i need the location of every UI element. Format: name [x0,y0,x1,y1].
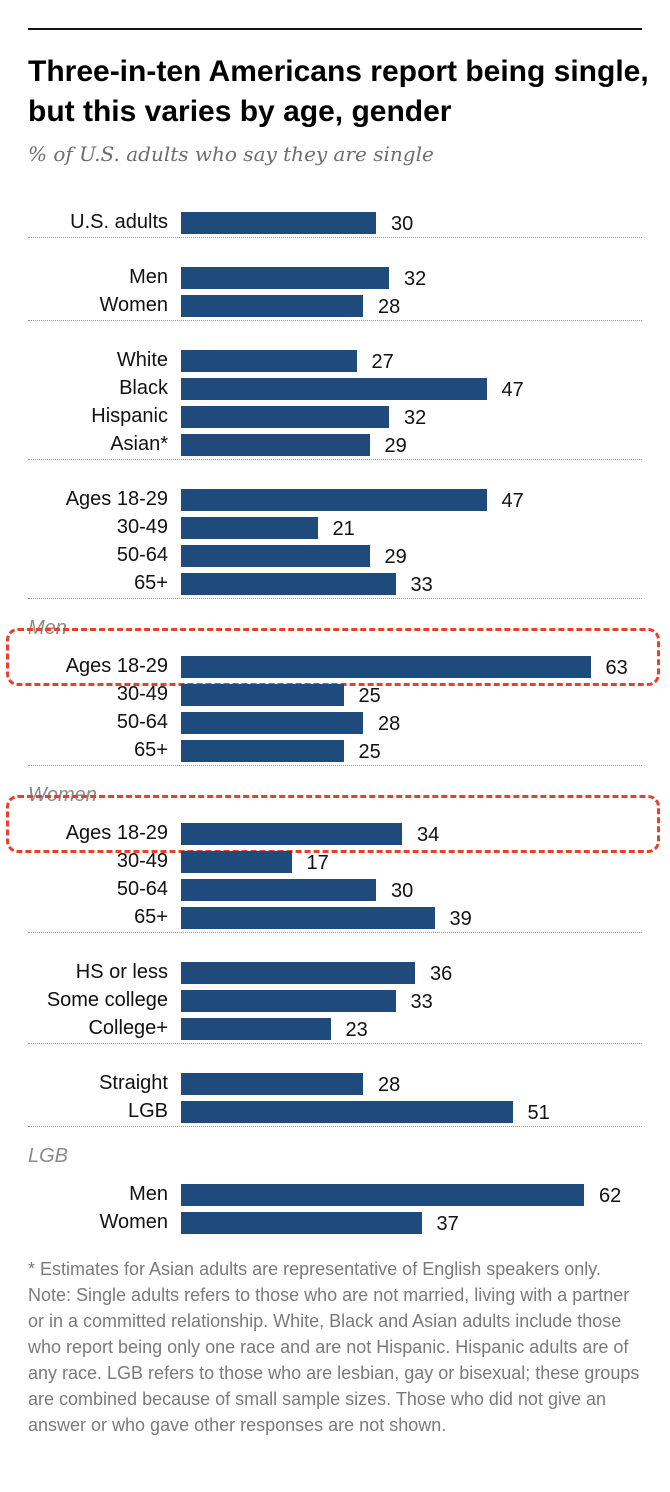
data-label: 29 [384,546,407,568]
bar [181,823,402,845]
category-label: HS or less [75,961,168,983]
data-label: 39 [449,908,472,930]
category-label: 50-64 [116,711,168,733]
group-divider [28,1043,642,1044]
data-label: 28 [378,296,401,318]
data-label: 63 [605,657,628,679]
note: Note: Single adults refers to those who … [28,1285,640,1435]
bar [181,378,487,400]
category-label: Women [99,294,168,316]
data-label: 47 [501,379,524,401]
category-label: Ages 18-29 [65,822,168,844]
category-label: Women [99,1211,168,1233]
data-label: 36 [430,963,453,985]
category-label: 30-49 [116,683,168,705]
category-label: Men [129,1183,168,1205]
group-divider [28,459,642,460]
category-label: Some college [46,989,168,1011]
bar [181,573,396,595]
group-divider [28,598,642,599]
category-label: Ages 18-29 [65,655,168,677]
bar [181,990,396,1012]
data-label: 32 [404,268,427,290]
bar [181,1101,513,1123]
bar [181,434,370,456]
bar [181,684,344,706]
data-label: 23 [345,1019,368,1041]
category-label: 65+ [134,739,168,761]
category-label: 50-64 [116,544,168,566]
category-label: 30-49 [116,850,168,872]
bar [181,545,370,567]
bar [181,267,389,289]
category-label: Ages 18-29 [65,488,168,510]
category-label: 50-64 [116,878,168,900]
bar [181,1073,363,1095]
data-label: 27 [371,351,394,373]
data-label: 29 [384,435,407,457]
data-label: 25 [358,741,381,763]
group-header: LGB [28,1145,69,1167]
bar [181,517,318,539]
data-label: 17 [306,852,329,874]
bar [181,295,363,317]
data-label: 34 [417,824,440,846]
data-label: 62 [599,1185,622,1207]
category-label: Men [129,266,168,288]
data-label: 32 [404,407,427,429]
chart-subtitle: % of U.S. adults who say they are single [28,142,434,166]
data-label: 25 [358,685,381,707]
bar [181,212,376,234]
data-label: 33 [410,991,433,1013]
bar [181,406,389,428]
top-rule [28,28,642,30]
data-label: 47 [501,490,524,512]
bar [181,740,344,762]
data-label: 28 [378,713,401,735]
data-label: 37 [436,1213,459,1235]
footnote: * Estimates for Asian adults are represe… [28,1259,601,1279]
bar [181,1184,584,1206]
chart-title: Three-in-ten Americans report being sing… [28,55,649,128]
category-label: U.S. adults [70,211,168,233]
data-label: 21 [332,518,355,540]
bar [181,1018,331,1040]
category-label: 30-49 [116,516,168,538]
category-label: White [116,349,168,371]
data-label: 30 [391,213,414,235]
category-label: College+ [88,1017,168,1039]
category-label: Hispanic [91,405,168,427]
category-label: Asian* [110,433,168,455]
bar-chart: U.S. adults 30 Men 32 Women 28 White 27 Black 47 H… [6,211,660,1235]
group-divider [28,932,642,933]
bar [181,489,487,511]
bar [181,1212,422,1234]
group-divider [28,765,642,766]
category-label: 65+ [134,906,168,928]
data-label: 30 [391,880,414,902]
bar [181,712,363,734]
bar [181,907,435,929]
bar [181,350,357,372]
data-label: 33 [410,574,433,596]
category-label: 65+ [134,572,168,594]
data-label: 28 [378,1074,401,1096]
group-divider [28,237,642,238]
bar [181,879,376,901]
group-divider [28,1126,642,1127]
category-label: LGB [127,1100,168,1122]
bar [181,962,415,984]
highlight-outline [6,795,660,853]
bar [181,851,292,873]
bar [181,656,591,678]
chart-notes: * Estimates for Asian adults are represe… [28,1256,648,1438]
group-divider [28,320,642,321]
category-label: Black [119,377,168,399]
data-label: 51 [527,1102,550,1124]
category-label: Straight [99,1072,168,1094]
